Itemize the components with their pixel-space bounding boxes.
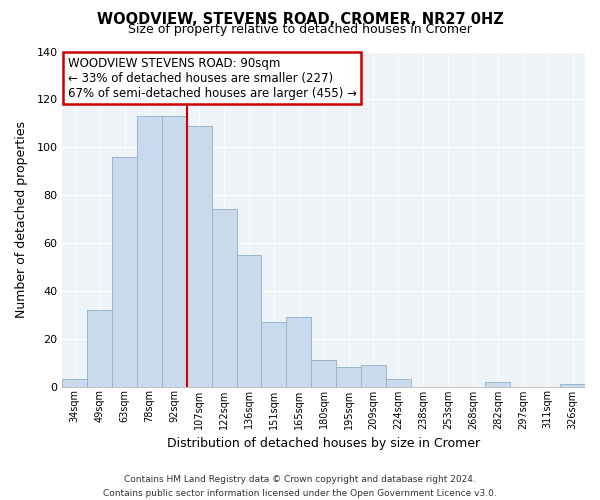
Bar	[311, 360, 336, 386]
Bar	[112, 157, 137, 386]
Bar	[560, 384, 585, 386]
Bar	[187, 126, 212, 386]
Bar	[336, 368, 361, 386]
Bar	[236, 255, 262, 386]
Bar	[162, 116, 187, 386]
Bar	[212, 210, 236, 386]
Text: Size of property relative to detached houses in Cromer: Size of property relative to detached ho…	[128, 22, 472, 36]
Bar	[137, 116, 162, 386]
Bar	[87, 310, 112, 386]
Text: WOODVIEW STEVENS ROAD: 90sqm
← 33% of detached houses are smaller (227)
67% of s: WOODVIEW STEVENS ROAD: 90sqm ← 33% of de…	[68, 56, 356, 100]
Y-axis label: Number of detached properties: Number of detached properties	[15, 120, 28, 318]
Text: Contains HM Land Registry data © Crown copyright and database right 2024.
Contai: Contains HM Land Registry data © Crown c…	[103, 476, 497, 498]
Bar	[361, 365, 386, 386]
Bar	[286, 317, 311, 386]
Bar	[62, 380, 87, 386]
Text: WOODVIEW, STEVENS ROAD, CROMER, NR27 0HZ: WOODVIEW, STEVENS ROAD, CROMER, NR27 0HZ	[97, 12, 503, 28]
Bar	[262, 322, 286, 386]
Bar	[485, 382, 511, 386]
X-axis label: Distribution of detached houses by size in Cromer: Distribution of detached houses by size …	[167, 437, 480, 450]
Bar	[386, 380, 411, 386]
